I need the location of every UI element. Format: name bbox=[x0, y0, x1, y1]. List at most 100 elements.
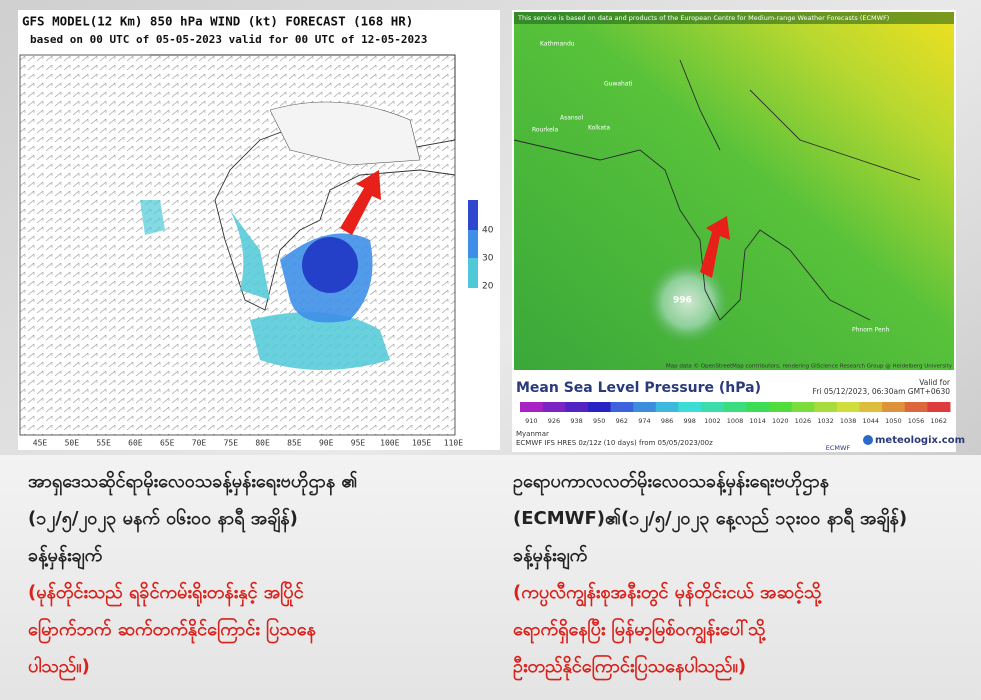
colorbar-label: 1002 bbox=[704, 417, 721, 425]
border-lines bbox=[513, 59, 921, 321]
caption-highlight: ပါသည်။) bbox=[28, 655, 90, 681]
colorbar-swatch bbox=[723, 402, 747, 412]
caption-line: ဥရောပကာလလတ်မိုးလေဝသခန့်မှန်းရေးဗဟိုဌာန bbox=[513, 470, 830, 496]
longitude-label: 50E bbox=[65, 439, 80, 448]
place-label: Kathmandu bbox=[540, 41, 575, 48]
colorbar-label: 1020 bbox=[772, 417, 789, 425]
colorbar-swatch bbox=[468, 258, 478, 288]
cyclone-core bbox=[302, 237, 358, 293]
colorbar-label: 1056 bbox=[908, 417, 925, 425]
colorbar-label: 1032 bbox=[817, 417, 834, 425]
caption-highlight: မြောက်ဘက် ဆက်တက်နိုင်ကြောင်း ပြသနေ bbox=[28, 617, 317, 644]
place-label: Asansol bbox=[560, 115, 584, 122]
low-center-label: 996 bbox=[673, 296, 692, 306]
valid-label: Valid for bbox=[919, 378, 951, 387]
caption-line: (ECMWF)၏(၁၂/၅/၂၀၂၃ နေ့လည် ၁၃း၀၀ နာရီ အချ… bbox=[513, 507, 907, 533]
caption-highlight: (မုန်တိုင်းသည် ရခိုင်ကမ်းရိုးတန်းနှင့် အ… bbox=[28, 580, 304, 607]
colorbar-swatch bbox=[542, 402, 566, 412]
colorbar-label: 950 bbox=[593, 417, 605, 425]
caption-line: ခန့်မှန်းချက် bbox=[513, 544, 587, 570]
colorbar-label: 1062 bbox=[930, 417, 947, 425]
low-pressure-area bbox=[646, 260, 730, 344]
longitude-label: 110E bbox=[444, 439, 463, 448]
colorbar-swatch bbox=[655, 402, 679, 412]
notice-bar bbox=[514, 12, 954, 24]
place-label: Guwahati bbox=[604, 81, 633, 88]
colorbar-label: 1008 bbox=[727, 417, 744, 425]
left-map bbox=[19, 54, 456, 436]
wind-shade bbox=[140, 200, 165, 235]
colorbar-swatch bbox=[633, 402, 657, 412]
colorbar-label: 1038 bbox=[840, 417, 857, 425]
longitude-label: 55E bbox=[96, 439, 111, 448]
valid-time: Fri 05/12/2023, 06:30am GMT+0630 bbox=[813, 387, 951, 396]
longitude-label: 45E bbox=[33, 439, 48, 448]
colorbar-label: 962 bbox=[616, 417, 628, 425]
colorbar-swatch bbox=[701, 402, 725, 412]
longitude-label: 90E bbox=[319, 439, 334, 448]
colorbar-swatch bbox=[746, 402, 770, 412]
direction-arrow bbox=[340, 170, 381, 235]
colorbar-swatch bbox=[565, 402, 589, 412]
map-credits: Map data © OpenStreetMap contributors, r… bbox=[666, 363, 953, 370]
brand-icon bbox=[863, 435, 873, 445]
colorbar-label: 1026 bbox=[795, 417, 812, 425]
plateau bbox=[269, 101, 421, 166]
left-map-subtitle: based on 00 UTC of 05-05-2023 valid for … bbox=[30, 33, 427, 46]
direction-arrow bbox=[700, 216, 730, 278]
caption-line: (၁၂/၅/၂၀၂၃ မနက် ၀၆း၀၀ နာရီ အချိန်) bbox=[28, 507, 298, 533]
caption-highlight: ဦးတည်နိုင်ကြောင်းပြသနေပါသည်။) bbox=[513, 654, 746, 681]
caption-highlight: (ကပ္ပလီကျွန်းစုအနီးတွင် မုန်တိုင်းငယ် အဆ… bbox=[513, 581, 822, 607]
region-label: Myanmar bbox=[516, 430, 549, 438]
place-label: Phnom Penh bbox=[852, 327, 890, 334]
colorbar-swatch bbox=[814, 402, 838, 412]
colorbar-swatch bbox=[678, 402, 702, 412]
longitude-label: 105E bbox=[412, 439, 431, 448]
colorbar-swatch bbox=[768, 402, 793, 412]
colorbar-swatch bbox=[791, 402, 815, 412]
colorbar-label: 974 bbox=[638, 417, 650, 425]
right-map bbox=[513, 12, 954, 370]
colorbar-swatch bbox=[836, 402, 860, 412]
left-map-title: GFS MODEL(12 Km) 850 hPa WIND (kt) FOREC… bbox=[22, 14, 413, 29]
colorbar-label: 1044 bbox=[863, 417, 880, 425]
longitude-label: 75E bbox=[224, 439, 239, 448]
colorbar-label: 986 bbox=[661, 417, 673, 425]
colorbar-swatch bbox=[587, 402, 612, 412]
colorbar-swatch bbox=[610, 402, 634, 412]
colorbar-label: 910 bbox=[525, 417, 537, 425]
brand-logo: meteologix.com bbox=[875, 435, 965, 446]
model-info: ECMWF IFS HRES 0z/12z (10 days) from 05/… bbox=[516, 439, 713, 447]
colorbar-label: 938 bbox=[570, 417, 582, 425]
place-label: Kolkata bbox=[588, 125, 610, 132]
place-label: Rourkela bbox=[532, 127, 558, 134]
longitude-label: 65E bbox=[160, 439, 175, 448]
longitude-label: 85E bbox=[287, 439, 302, 448]
pressure-field bbox=[514, 12, 954, 370]
caption-background bbox=[0, 455, 981, 700]
colorbar-label: 926 bbox=[548, 417, 560, 425]
colorbar-swatch bbox=[859, 402, 883, 412]
longitude-label: 80E bbox=[255, 439, 270, 448]
agency-logo: ECMWF bbox=[826, 444, 851, 452]
wind-shade bbox=[230, 210, 270, 300]
colorbar-swatch bbox=[520, 402, 544, 412]
legend-title: Mean Sea Level Pressure (hPa) bbox=[516, 380, 761, 396]
colorbar-label: 40 bbox=[482, 226, 494, 236]
map-notice: This service is based on data and produc… bbox=[517, 14, 889, 22]
longitude-label: 60E bbox=[128, 439, 143, 448]
colorbar-swatch bbox=[927, 402, 951, 412]
colorbar-swatch bbox=[468, 200, 478, 230]
colorbar-label: 1050 bbox=[885, 417, 902, 425]
colorbar-swatch bbox=[468, 230, 478, 258]
wind-field bbox=[19, 54, 456, 436]
colorbar-label: 20 bbox=[482, 282, 494, 292]
caption-highlight: ရောက်ရှိနေပြီး မြန်မာ့မြစ်ဝကျွန်းပေါ်သို… bbox=[513, 617, 766, 644]
longitude-label: 95E bbox=[351, 439, 366, 448]
colorbar-label: 998 bbox=[684, 417, 696, 425]
colorbar-label: 1014 bbox=[749, 417, 766, 425]
longitude-label: 70E bbox=[192, 439, 207, 448]
colorbar-swatch bbox=[904, 402, 928, 412]
wind-shade bbox=[250, 312, 390, 370]
